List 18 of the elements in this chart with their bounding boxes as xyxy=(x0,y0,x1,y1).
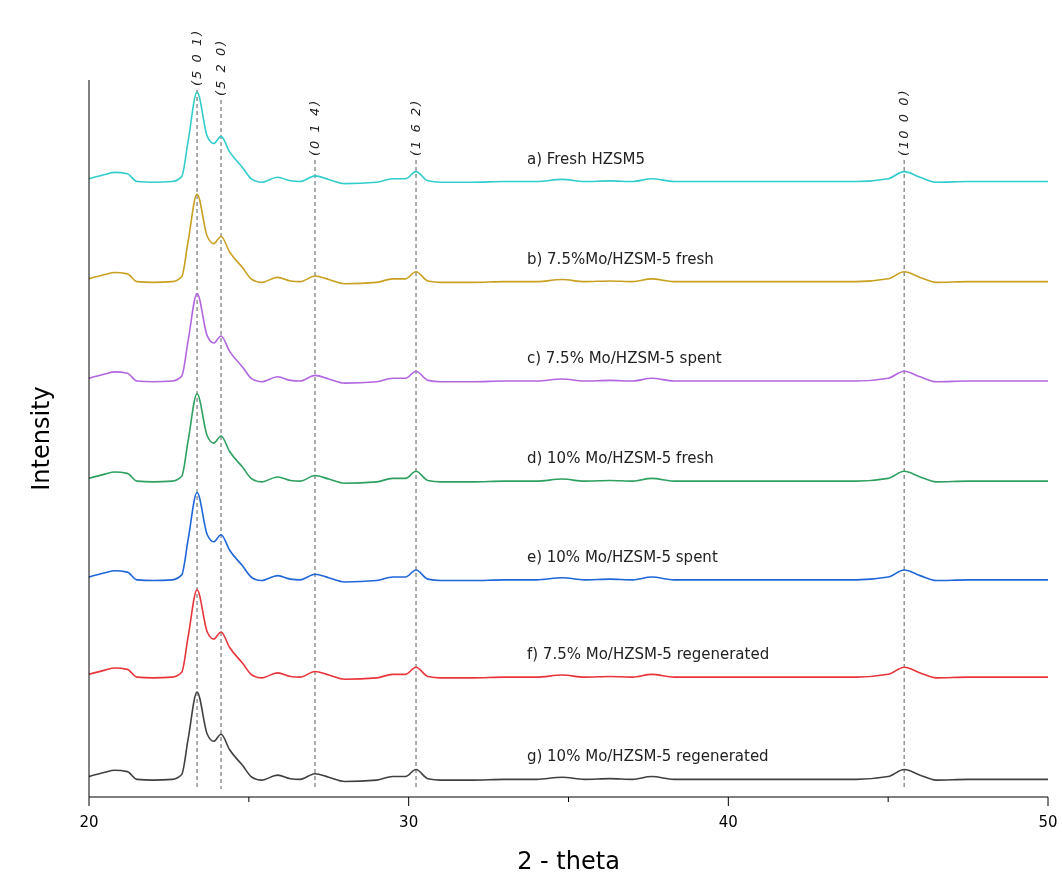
x-tick-label: 20 xyxy=(79,813,99,831)
series-label: g) 10% Mo/HZSM-5 regenerated xyxy=(526,747,769,766)
x-tick-label: 50 xyxy=(1038,813,1058,831)
y-axis-title: Intensity xyxy=(27,386,55,491)
x-tick-label: 40 xyxy=(718,813,738,831)
annotation: (1 6 2) xyxy=(408,98,424,156)
annotation: (5 2 0) xyxy=(213,38,229,96)
series-label: c) 7.5% Mo/HZSM-5 spent xyxy=(526,349,722,368)
x-axis-title: 2 - theta xyxy=(517,847,620,875)
series-label: a) Fresh HZSM5 xyxy=(526,149,646,168)
series-label: e) 10% Mo/HZSM-5 spent xyxy=(526,547,718,566)
annotation: (10 0 0) xyxy=(896,88,912,156)
x-tick-label: 30 xyxy=(399,813,419,831)
annotation: (0 1 4) xyxy=(307,98,322,156)
series-label: d) 10% Mo/HZSM-5 fresh xyxy=(526,449,714,468)
series-label: b) 7.5%Mo/HZSM-5 fresh xyxy=(526,249,714,268)
text: (5 0 1) xyxy=(189,28,205,86)
series-label: f) 7.5% Mo/HZSM-5 regenerated xyxy=(526,645,770,664)
